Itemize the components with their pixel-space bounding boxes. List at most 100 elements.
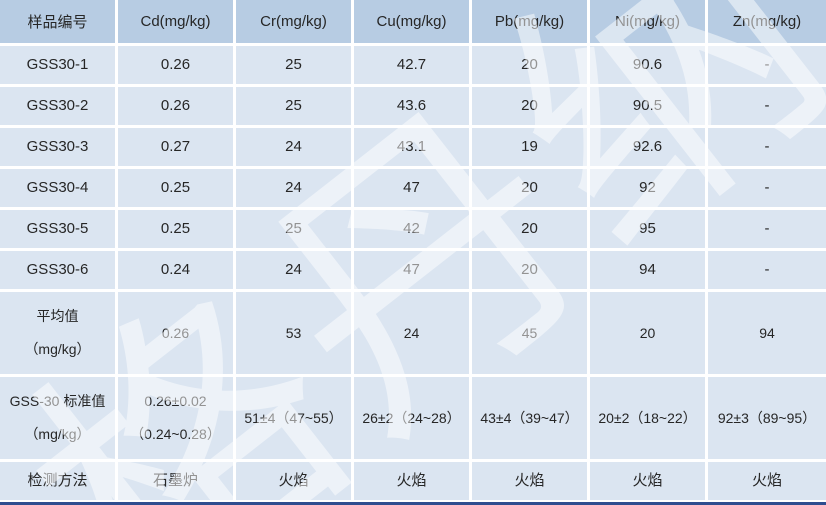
cell-text: GSS-30 标准值 [9, 393, 106, 410]
table-row: GSS-30 标准值 （mg/kg） 0.26±0.02 （0.24~0.28） 51±… [0, 377, 826, 462]
cell-text: （mg/kg） [24, 426, 91, 442]
cell-text: 火焰 [396, 472, 427, 489]
row-header-cell: 检测方法 [0, 462, 118, 503]
cell-text: 0.25 [160, 220, 191, 237]
value-cell: 43.6 [354, 87, 472, 128]
cell-text: 0.27 [160, 138, 191, 155]
header-row: 样品编号 Cd(mg/kg) Cr(mg/kg) Cu(mg/kg) Pb(mg… [0, 0, 826, 46]
cell-text: 0.26±0.02 [144, 393, 207, 410]
value-cell: 24 [236, 128, 354, 169]
column-header-cr: Cr(mg/kg) [236, 0, 354, 46]
cell-text: 43.6 [396, 97, 427, 114]
value-cell: 0.27 [118, 128, 236, 169]
cell-text: 石墨炉 [152, 472, 198, 489]
cell-text: 24 [285, 138, 302, 155]
value-cell: 火焰 [354, 462, 472, 503]
cell-text: - [764, 138, 770, 155]
value-cell: 0.26 [118, 87, 236, 128]
cell-text: 20±2（18~22） [598, 409, 697, 426]
row-header-cell: GSS30-1 [0, 46, 118, 87]
cell-text: 0.25 [160, 179, 191, 196]
cell-text: 20 [521, 220, 538, 237]
cell-text: 19 [521, 138, 538, 155]
cell-text: 90.5 [632, 97, 663, 114]
cell-text: GSS30-3 [26, 138, 89, 155]
cell-text: - [764, 261, 770, 278]
value-cell: 45 [472, 292, 590, 377]
value-cell: 石墨炉 [118, 462, 236, 503]
cell-text: - [764, 97, 770, 114]
cell-text: 火焰 [514, 472, 545, 489]
cell-text: 25 [285, 97, 302, 114]
value-cell: 47 [354, 169, 472, 210]
value-cell: - [708, 169, 826, 210]
column-header-cu: Cu(mg/kg) [354, 0, 472, 46]
cell-text: 0.26 [160, 97, 191, 114]
cell-text: 53 [285, 324, 302, 341]
bottom-accent-line [0, 502, 826, 505]
value-cell: 47 [354, 251, 472, 292]
value-cell: 24 [354, 292, 472, 377]
cell-text: GSS30-4 [26, 179, 89, 196]
value-cell: 19 [472, 128, 590, 169]
cell-text: 火焰 [632, 472, 663, 489]
cell-text: 20 [521, 179, 538, 196]
cell-text: 43±4（39~47） [480, 409, 579, 426]
value-cell: 51±4（47~55） [236, 377, 354, 462]
value-cell: - [708, 210, 826, 251]
column-header-cd: Cd(mg/kg) [118, 0, 236, 46]
row-header-cell: GSS30-3 [0, 128, 118, 169]
value-cell: 43.1 [354, 128, 472, 169]
row-header-cell: GSS30-5 [0, 210, 118, 251]
table-row: 平均值 （mg/kg） 0.26 53 24 45 20 94 [0, 292, 826, 377]
table-header: 样品编号 Cd(mg/kg) Cr(mg/kg) Cu(mg/kg) Pb(mg… [0, 0, 826, 46]
value-cell: - [708, 87, 826, 128]
column-header-zn: Zn(mg/kg) [708, 0, 826, 46]
value-cell: 24 [236, 251, 354, 292]
table-body: GSS30-1 0.26 25 42.7 20 90.6 - GSS30-2 0.26 25 43.… [0, 46, 826, 503]
cell-text: 90.6 [632, 56, 663, 73]
table-row: 检测方法 石墨炉 火焰 火焰 火焰 火焰 火焰 [0, 462, 826, 503]
cell-text: GSS30-5 [26, 220, 89, 237]
value-cell: 20±2（18~22） [590, 377, 708, 462]
row-header-cell: GSS-30 标准值 （mg/kg） [0, 377, 118, 462]
table-row: GSS30-5 0.25 25 42 20 95 - [0, 210, 826, 251]
table-row: GSS30-2 0.26 25 43.6 20 90.5 - [0, 87, 826, 128]
cell-text: 42.7 [396, 56, 427, 73]
cell-text: 平均值 [36, 308, 79, 325]
value-cell: 0.25 [118, 210, 236, 251]
table-row: GSS30-3 0.27 24 43.1 19 92.6 - [0, 128, 826, 169]
table-row: GSS30-1 0.26 25 42.7 20 90.6 - [0, 46, 826, 87]
table-row: GSS30-4 0.25 24 47 20 92 - [0, 169, 826, 210]
value-cell: 90.5 [590, 87, 708, 128]
cell-text: 20 [639, 324, 656, 341]
value-cell: 25 [236, 87, 354, 128]
cell-text: GSS30-2 [26, 97, 89, 114]
cell-text: 0.26 [160, 56, 191, 73]
row-header-cell: 平均值 （mg/kg） [0, 292, 118, 377]
cell-text: 43.1 [396, 138, 427, 155]
value-cell: 20 [472, 169, 590, 210]
cell-text: 24 [403, 324, 420, 341]
value-cell: 20 [472, 251, 590, 292]
cell-text: 0.26 [161, 324, 190, 341]
cell-text: 24 [285, 179, 302, 196]
cell-text: - [764, 179, 770, 196]
value-cell: 25 [236, 210, 354, 251]
cell-text: 24 [285, 261, 302, 278]
column-header-ni: Ni(mg/kg) [590, 0, 708, 46]
value-cell: 火焰 [236, 462, 354, 503]
row-header-cell: GSS30-6 [0, 251, 118, 292]
cell-text: 47 [403, 179, 420, 196]
value-cell: 20 [472, 46, 590, 87]
cell-text: 92±3（89~95） [717, 409, 817, 426]
value-cell: 90.6 [590, 46, 708, 87]
value-cell: 20 [472, 210, 590, 251]
value-cell: 94 [708, 292, 826, 377]
cell-text: 47 [403, 261, 420, 278]
value-cell: 92±3（89~95） [708, 377, 826, 462]
value-cell: 20 [472, 87, 590, 128]
cell-text: GSS30-6 [26, 261, 89, 278]
value-cell: 53 [236, 292, 354, 377]
